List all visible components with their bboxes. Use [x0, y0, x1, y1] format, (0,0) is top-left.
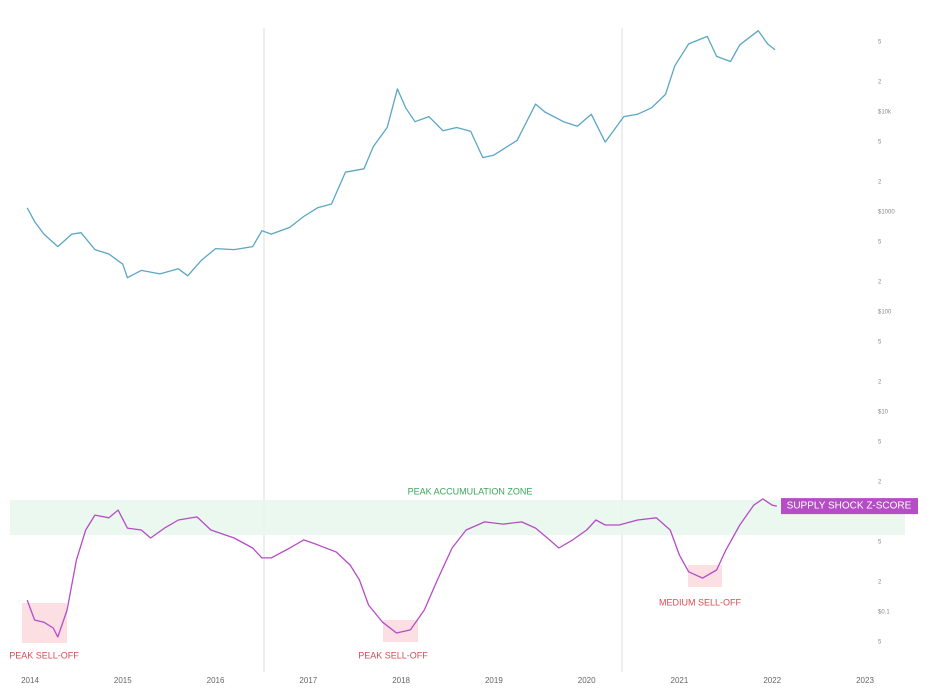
- x-tick-label: 2020: [578, 676, 596, 685]
- annotation: PEAK ACCUMULATION ZONE: [408, 486, 533, 496]
- y-tick-label: 5: [878, 540, 882, 546]
- y-tick-label: 5: [878, 240, 882, 246]
- series-label-box: [781, 498, 918, 515]
- accumulation-zone: [10, 500, 905, 535]
- y-tick-label: $100: [878, 309, 892, 315]
- y-tick-label: $10k: [878, 110, 892, 116]
- y-tick-label: $1000: [878, 210, 895, 216]
- y-tick-label: 5: [878, 440, 882, 446]
- series-label: SUPPLY SHOCK Z-SCORE: [787, 501, 912, 512]
- y-tick-label: 5: [878, 639, 882, 645]
- y-tick-label: 5: [878, 40, 882, 46]
- y-tick-label: 2: [878, 79, 882, 85]
- annotation: PEAK SELL-OFF: [9, 650, 79, 660]
- y-tick-label: 5: [878, 140, 882, 146]
- y-tick-label: 2: [878, 279, 882, 285]
- y-tick-label: 2: [878, 379, 882, 385]
- selloff-zone: [383, 620, 418, 642]
- x-tick-label: 2018: [392, 676, 410, 685]
- x-tick-label: 2021: [671, 676, 689, 685]
- x-tick-label: 2015: [114, 676, 132, 685]
- x-tick-label: 2022: [763, 676, 781, 685]
- x-tick-label: 2017: [299, 676, 317, 685]
- x-tick-label: 2014: [21, 676, 39, 685]
- annotation: MEDIUM SELL-OFF: [659, 597, 742, 607]
- y-tick-label: $0.1: [878, 609, 890, 615]
- x-tick-label: 2019: [485, 676, 503, 685]
- y-tick-label: 2: [878, 179, 882, 185]
- y-tick-label: 2: [878, 579, 882, 585]
- y-tick-label: 5: [878, 340, 882, 346]
- price-line: [26, 30, 776, 279]
- zscore-line: [26, 498, 778, 638]
- x-tick-label: 2023: [856, 676, 874, 685]
- x-tick-label: 2016: [207, 676, 225, 685]
- y-tick-label: $10: [878, 409, 889, 415]
- annotation: PEAK SELL-OFF: [358, 650, 428, 660]
- y-tick-label: 2: [878, 479, 882, 485]
